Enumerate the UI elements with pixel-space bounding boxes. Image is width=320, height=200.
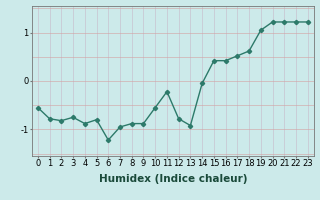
X-axis label: Humidex (Indice chaleur): Humidex (Indice chaleur): [99, 174, 247, 184]
